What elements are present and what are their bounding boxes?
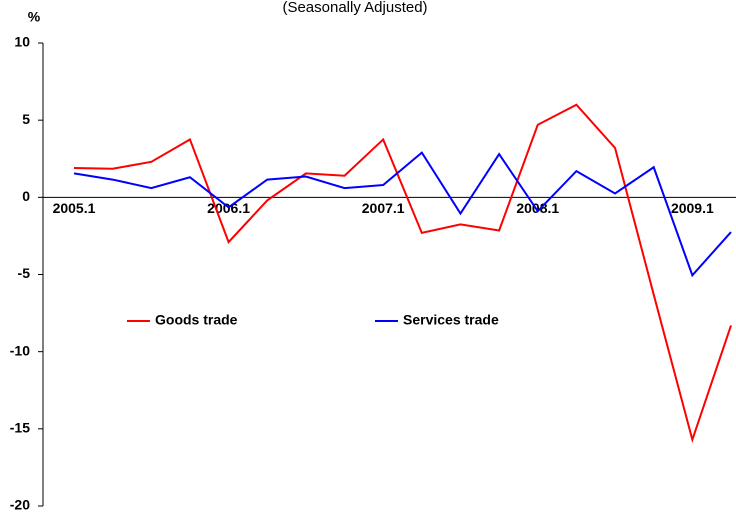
y-tick-label: 10 — [14, 34, 30, 50]
y-tick-label: -20 — [10, 497, 30, 512]
y-tick-label: 5 — [22, 111, 30, 127]
x-tick-label: 2008.1 — [516, 200, 559, 216]
legend-label: Goods trade — [155, 312, 238, 328]
x-tick-label: 2005.1 — [53, 200, 96, 216]
series-line — [73, 103, 732, 444]
y-tick-label: 0 — [22, 188, 30, 204]
y-tick-label: -15 — [10, 420, 30, 436]
x-tick-label: 2009.1 — [671, 200, 714, 216]
y-tick-label: -5 — [18, 265, 31, 281]
x-tick-label: 2007.1 — [362, 200, 405, 216]
chart-subtitle: (Seasonally Adjusted) — [282, 0, 427, 16]
legend-label: Services trade — [403, 312, 499, 328]
series-line — [73, 151, 732, 278]
y-tick-label: -10 — [10, 342, 30, 358]
y-axis-label: % — [28, 9, 41, 25]
